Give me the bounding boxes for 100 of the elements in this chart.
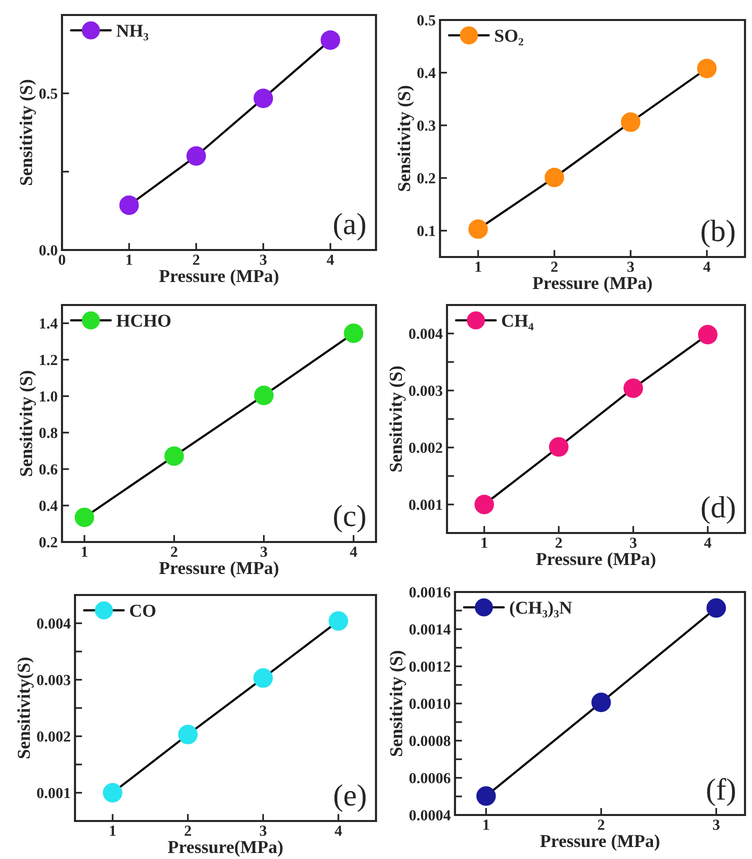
x-axis-title: Pressure(MPa)	[168, 840, 283, 857]
y-axis-title: Sensitivity (S)	[390, 650, 406, 756]
point	[468, 219, 488, 239]
y-axis-title: Sensitivity(S)	[17, 658, 34, 758]
y-tick-label: 0.0014	[409, 624, 451, 635]
x-tick-label: 0	[58, 254, 66, 265]
x-tick-label: 1	[82, 546, 88, 557]
annotation: (b)	[702, 220, 735, 248]
point	[474, 494, 494, 514]
x-tick-label: 3	[712, 820, 720, 830]
annotation: (e)	[334, 784, 366, 812]
legend-label: (CH₃)₃N	[510, 601, 572, 618]
y-tick-label: 0.001	[37, 788, 70, 798]
x-tick-label: 1	[476, 262, 482, 272]
y-tick-label: 0.5	[417, 15, 436, 26]
x-tick-label: 4	[350, 546, 358, 557]
y-tick-label: 0.002	[409, 442, 442, 454]
legend-label: SO₂	[495, 30, 524, 46]
y-tick-label: 1.4	[40, 318, 58, 329]
x-tick-label: 2	[551, 262, 558, 272]
x-tick-label: 4	[334, 826, 342, 836]
point	[253, 668, 273, 688]
point	[119, 195, 139, 215]
y-tick-label: 0.6	[39, 464, 58, 475]
point	[549, 437, 568, 457]
legend-label: NH₃	[116, 24, 148, 40]
point	[164, 446, 184, 466]
legend-label: CO	[130, 604, 156, 617]
x-tick-label: 2	[556, 538, 562, 548]
point	[254, 386, 274, 406]
point	[697, 58, 717, 78]
y-tick-label: 0.0004	[409, 810, 451, 821]
y-tick-label: 0.4	[417, 68, 436, 78]
y-tick-label: 0.004	[37, 618, 71, 629]
point	[591, 692, 611, 712]
y-tick-label: 0.002	[37, 731, 70, 742]
y-tick-label: 0.0010	[409, 698, 450, 710]
y-tick-label: 0.0008	[409, 736, 450, 746]
point	[186, 146, 206, 166]
point	[476, 786, 496, 806]
annotation: (c)	[334, 504, 366, 533]
x-tick-label: 4	[704, 538, 712, 548]
point	[706, 598, 726, 618]
y-tick-label: 0.0012	[409, 661, 450, 672]
x-tick-label: 4	[703, 262, 710, 272]
annotation: (f)	[707, 778, 735, 806]
point	[624, 378, 643, 398]
point	[178, 724, 198, 744]
x-tick-label: 3	[627, 262, 634, 272]
point	[320, 30, 340, 50]
y-axis-title: Sensitivity (S)	[20, 370, 36, 476]
legend-label: HCHO	[116, 314, 170, 327]
x-tick-label: 3	[260, 254, 267, 265]
x-tick-label: 2	[598, 820, 604, 830]
x-tick-label: 2	[170, 546, 178, 557]
y-tick-label: 0.2	[417, 173, 436, 184]
point	[102, 783, 122, 802]
y-axis-title: Sensitivity (S)	[389, 366, 406, 472]
y-tick-label: 0.5	[39, 88, 58, 99]
point	[254, 88, 274, 108]
point	[544, 168, 564, 188]
annotation: (d)	[702, 496, 735, 524]
legend-label: CH₄	[502, 314, 534, 330]
y-tick-label: 1.0	[40, 391, 58, 402]
x-tick-label: 1	[483, 820, 490, 830]
x-axis-title: Pressure (MPa)	[159, 561, 278, 578]
y-tick-label: 1.2	[40, 354, 58, 366]
y-tick-label: 0.004	[409, 328, 443, 340]
y-tick-label: 0.003	[37, 674, 70, 686]
y-tick-label: 0.0	[39, 245, 58, 256]
point	[698, 324, 718, 344]
x-axis-title: Pressure (MPa)	[532, 276, 652, 293]
x-tick-label: 1	[110, 826, 116, 836]
x-tick-label: 4	[326, 254, 334, 265]
x-axis-title: Pressure (MPa)	[159, 269, 278, 286]
y-tick-label: 0.0016	[409, 587, 450, 598]
x-tick-label: 1	[126, 254, 132, 265]
x-tick-label: 2	[184, 826, 192, 836]
y-tick-label: 0.4	[39, 500, 58, 512]
y-tick-label: 0.3	[417, 120, 436, 131]
x-axis-title: Pressure (MPa)	[540, 834, 660, 851]
x-tick-label: 3	[630, 538, 637, 548]
y-axis-title: Sensitivity (S)	[398, 86, 414, 191]
x-tick-label: 3	[260, 826, 266, 836]
x-axis-title: Pressure (MPa)	[536, 552, 656, 569]
point	[328, 611, 348, 631]
y-tick-label: 0.0006	[409, 772, 450, 784]
y-axis-title: Sensitivity (S)	[20, 80, 36, 185]
y-tick-label: 0.003	[409, 386, 442, 396]
y-tick-label: 0.001	[409, 500, 442, 510]
y-tick-label: 0.2	[39, 537, 58, 548]
y-tick-label: 0.1	[417, 226, 436, 236]
point	[74, 508, 94, 528]
y-tick-label: 0.8	[39, 428, 58, 438]
x-tick-label: 2	[193, 254, 200, 265]
annotation: (a)	[334, 212, 366, 241]
x-tick-label: 3	[260, 546, 268, 557]
point	[344, 324, 364, 344]
point	[620, 112, 640, 132]
x-tick-label: 1	[482, 538, 488, 548]
